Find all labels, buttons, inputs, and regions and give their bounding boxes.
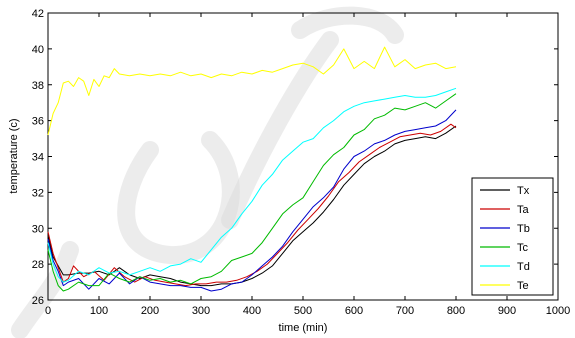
y-tick-label: 38 <box>32 80 44 92</box>
series-line-te <box>47 46 457 136</box>
x-tick-label: 600 <box>345 305 363 317</box>
y-tick-labels: 26 28 30 32 34 36 38 40 42 <box>32 8 44 307</box>
y-tick-label: 28 <box>32 259 44 271</box>
y-tick-label: 36 <box>32 116 44 128</box>
y-tick-label: 26 <box>32 295 44 307</box>
legend-label-te: Te <box>517 280 529 292</box>
y-axis-label: temperature (c) <box>8 118 20 193</box>
x-tick-label: 500 <box>294 305 312 317</box>
series-line-td <box>47 87 457 283</box>
legend-box <box>471 177 554 296</box>
x-tick-label: 900 <box>498 305 516 317</box>
legend-label-td: Td <box>517 261 530 273</box>
watermark <box>11 6 404 338</box>
series-line-ta <box>47 123 457 287</box>
legend-label-tb: Tb <box>517 223 530 235</box>
x-axis-label: time (min) <box>279 322 328 334</box>
x-tick-label: 200 <box>141 305 159 317</box>
x-tick-label: 300 <box>192 305 210 317</box>
x-tick-label: 700 <box>396 305 414 317</box>
y-tick-label: 30 <box>32 223 44 235</box>
series-lines <box>47 46 457 292</box>
y-tick-label: 32 <box>32 187 44 199</box>
legend-label-tx: Tx <box>517 185 530 197</box>
x-tick-label: 800 <box>447 305 465 317</box>
x-tick-label: 100 <box>90 305 108 317</box>
axis-ticks <box>47 12 559 301</box>
series-line-tb <box>47 109 457 292</box>
x-tick-label: 1000 <box>546 305 570 317</box>
x-tick-label: 0 <box>45 305 51 317</box>
legend-label-tc: Tc <box>517 242 529 254</box>
legend-label-ta: Ta <box>517 204 530 216</box>
series-line-tx <box>47 125 457 287</box>
x-tick-label: 400 <box>243 305 261 317</box>
x-tick-labels: 0 100 200 300 400 500 600 700 800 900 1000 <box>45 305 570 317</box>
series-line-tc <box>47 93 457 292</box>
y-tick-label: 40 <box>32 44 44 56</box>
legend: Tx Ta Tb Tc Td Te <box>471 177 554 296</box>
y-tick-label: 42 <box>32 8 44 20</box>
y-tick-label: 34 <box>32 152 44 164</box>
